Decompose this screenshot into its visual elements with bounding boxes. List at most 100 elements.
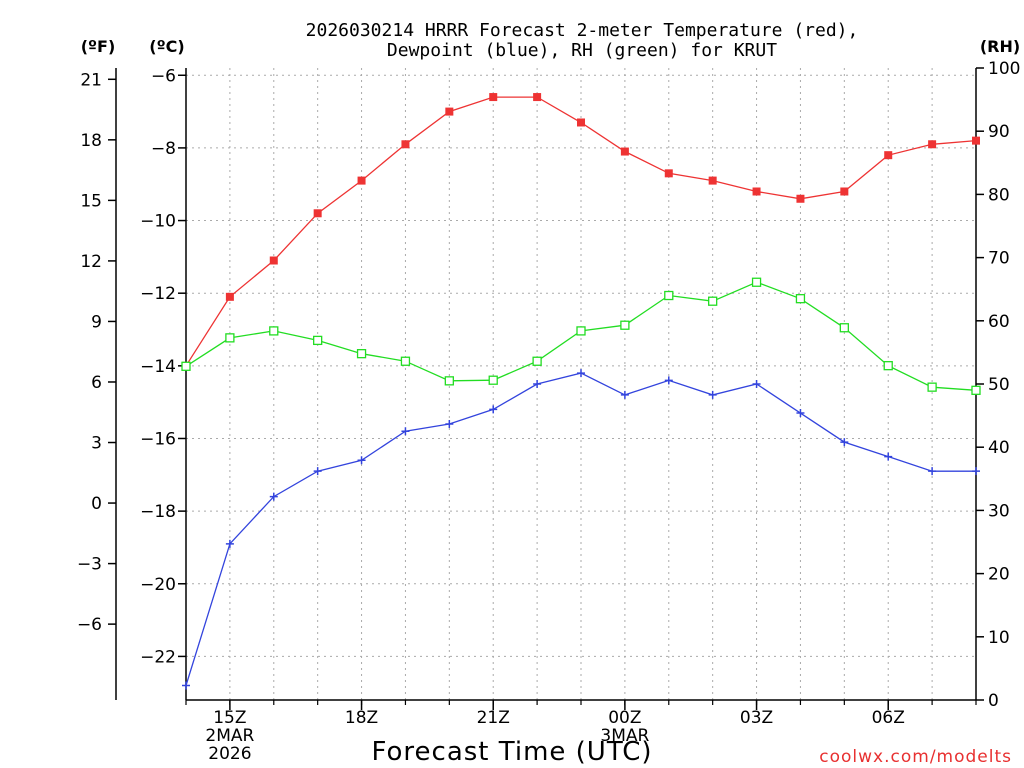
rh-point [313, 335, 323, 346]
dewpoint-point [401, 427, 410, 436]
temperature-point [796, 194, 805, 203]
dewpoint-point [225, 539, 234, 548]
rh-point [400, 356, 411, 366]
rh-point [488, 375, 498, 385]
rh-tick-label: 30 [988, 501, 1010, 521]
rh-point [971, 385, 981, 395]
dewpoint-point [577, 369, 585, 378]
rh-tick-label: 50 [988, 375, 1010, 395]
rh-tick-label: 0 [988, 691, 999, 711]
date-tick-label: 2MAR [205, 726, 254, 746]
time-tick-label: 06Z [872, 708, 905, 728]
chart-title-line2: Dewpoint (blue), RH (green) for KRUT [387, 40, 777, 61]
dewpoint-point [620, 390, 629, 399]
rh-point [444, 376, 454, 386]
axes [115, 68, 977, 701]
temperature-point [708, 176, 717, 185]
credit-label: coolwx.com/modelts [819, 747, 1012, 767]
celsius-tick-label: −20 [140, 575, 176, 595]
celsius-unit-label: (ºC) [149, 37, 184, 56]
rh-point [356, 349, 367, 359]
temperature-point [577, 118, 585, 127]
time-tick-label: 15Z [213, 708, 246, 728]
rh-point [620, 320, 630, 330]
rh-tick-label: 20 [988, 565, 1010, 585]
rh-tick-label: 90 [988, 122, 1010, 142]
dewpoint-point [752, 380, 761, 388]
temperature-point [225, 292, 234, 301]
temperature-point [752, 187, 761, 196]
rh-point [839, 323, 849, 333]
fahrenheit-tick-label: 12 [80, 252, 102, 272]
dewpoint-point [708, 390, 717, 399]
dewpoint-point [182, 681, 190, 690]
dewpoint-point [357, 456, 366, 465]
dewpoint-point [884, 452, 893, 461]
rh-point [532, 356, 542, 366]
rh-tick-label: 80 [988, 185, 1010, 205]
celsius-tick-label: −12 [140, 284, 176, 304]
rh-point [576, 326, 586, 336]
temperature-point [533, 93, 542, 102]
temperature-point [972, 136, 980, 145]
celsius-tick-label: −10 [140, 212, 176, 232]
fahrenheit-tick-label: −3 [77, 555, 102, 575]
data-series [181, 93, 981, 690]
time-tick-label: 03Z [740, 708, 773, 728]
x-axis-label: Forecast Time (UTC) [371, 737, 652, 767]
temperature-point [313, 209, 322, 218]
fahrenheit-tick-label: −6 [77, 615, 102, 635]
rh-tick-label: 10 [988, 628, 1010, 648]
fahrenheit-tick-label: 15 [80, 191, 102, 211]
temperature-point [489, 93, 498, 102]
time-tick-label: 18Z [345, 708, 378, 728]
rh-tick-label: 100 [988, 59, 1020, 79]
rh-point [181, 361, 191, 371]
temperature-point [620, 147, 629, 156]
temperature-point [840, 187, 849, 196]
dewpoint-point [269, 492, 278, 501]
temperature-point [884, 151, 893, 160]
rh-unit-label: (RH) [980, 37, 1020, 56]
dewpoint-point [664, 376, 673, 385]
fahrenheit-tick-label: 18 [80, 131, 102, 151]
fahrenheit-tick-label: 9 [91, 312, 102, 332]
dewpoint-point [445, 419, 454, 428]
axis-ticks: −6−8−10−12−14−16−18−20−22211815129630−3−… [77, 59, 1021, 764]
temperature-point [928, 140, 937, 149]
fahrenheit-tick-label: 21 [80, 70, 102, 90]
year-tick-label: 2026 [208, 744, 251, 764]
celsius-tick-label: −18 [140, 502, 176, 522]
time-tick-label: 21Z [477, 708, 510, 728]
rh-tick-label: 70 [988, 249, 1010, 269]
date-tick-label: 3MAR [600, 726, 649, 746]
celsius-tick-label: −22 [140, 647, 176, 667]
rh-tick-label: 60 [988, 312, 1010, 332]
temperature-point [445, 107, 454, 116]
fahrenheit-tick-label: 6 [91, 373, 102, 393]
dewpoint-point [796, 409, 805, 418]
temperature-point [401, 140, 410, 149]
temperature-point [269, 256, 278, 265]
rh-point [708, 296, 718, 306]
dewpoint-point [313, 467, 322, 476]
dewpoint-point [972, 467, 980, 476]
fahrenheit-tick-label: 3 [91, 434, 102, 454]
dewpoint-point [928, 467, 937, 476]
rh-tick-label: 40 [988, 438, 1010, 458]
temperature-point [664, 169, 673, 178]
temperature-point [357, 176, 366, 185]
time-tick-label: 00Z [608, 708, 641, 728]
rh-point [664, 290, 674, 301]
rh-point [751, 277, 762, 287]
celsius-tick-label: −16 [140, 429, 176, 449]
rh-point [883, 361, 893, 371]
fahrenheit-unit-label: (ºF) [81, 37, 116, 56]
dewpoint-point [533, 380, 542, 388]
dewpoint-point [489, 405, 498, 414]
celsius-tick-label: −6 [151, 66, 176, 86]
chart-title-line1: 2026030214 HRRR Forecast 2-meter Tempera… [306, 20, 859, 41]
rh-point [225, 333, 235, 343]
dewpoint-point [840, 438, 849, 447]
